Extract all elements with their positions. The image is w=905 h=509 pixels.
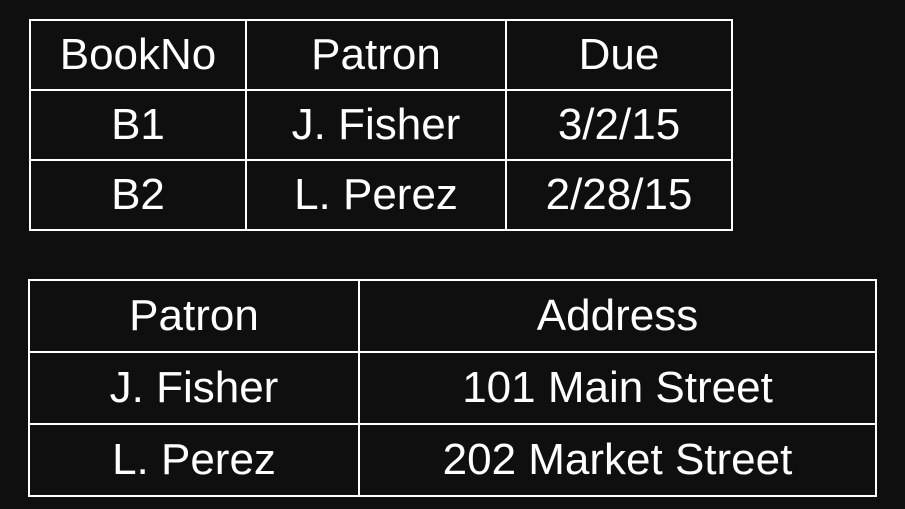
cell-address: 101 Main Street — [358, 351, 877, 425]
table-row: B1 J. Fisher 3/2/15 — [29, 89, 733, 161]
cell-bookno: B2 — [29, 159, 247, 231]
table-row: B2 L. Perez 2/28/15 — [29, 159, 733, 231]
header-patron: Patron — [245, 19, 507, 91]
cell-bookno: B1 — [29, 89, 247, 161]
cell-patron: J. Fisher — [245, 89, 507, 161]
header-due: Due — [505, 19, 733, 91]
cell-patron: L. Perez — [245, 159, 507, 231]
table-header-row: Patron Address — [28, 279, 877, 353]
table-header-row: BookNo Patron Due — [29, 19, 733, 91]
cell-due: 3/2/15 — [505, 89, 733, 161]
table-row: J. Fisher 101 Main Street — [28, 351, 877, 425]
header-patron: Patron — [28, 279, 360, 353]
cell-due: 2/28/15 — [505, 159, 733, 231]
cell-patron: J. Fisher — [28, 351, 360, 425]
cell-patron: L. Perez — [28, 423, 360, 497]
loans-table: BookNo Patron Due B1 J. Fisher 3/2/15 B2… — [29, 19, 733, 231]
table-row: L. Perez 202 Market Street — [28, 423, 877, 497]
header-bookno: BookNo — [29, 19, 247, 91]
cell-address: 202 Market Street — [358, 423, 877, 497]
header-address: Address — [358, 279, 877, 353]
patrons-table: Patron Address J. Fisher 101 Main Street… — [28, 279, 877, 497]
